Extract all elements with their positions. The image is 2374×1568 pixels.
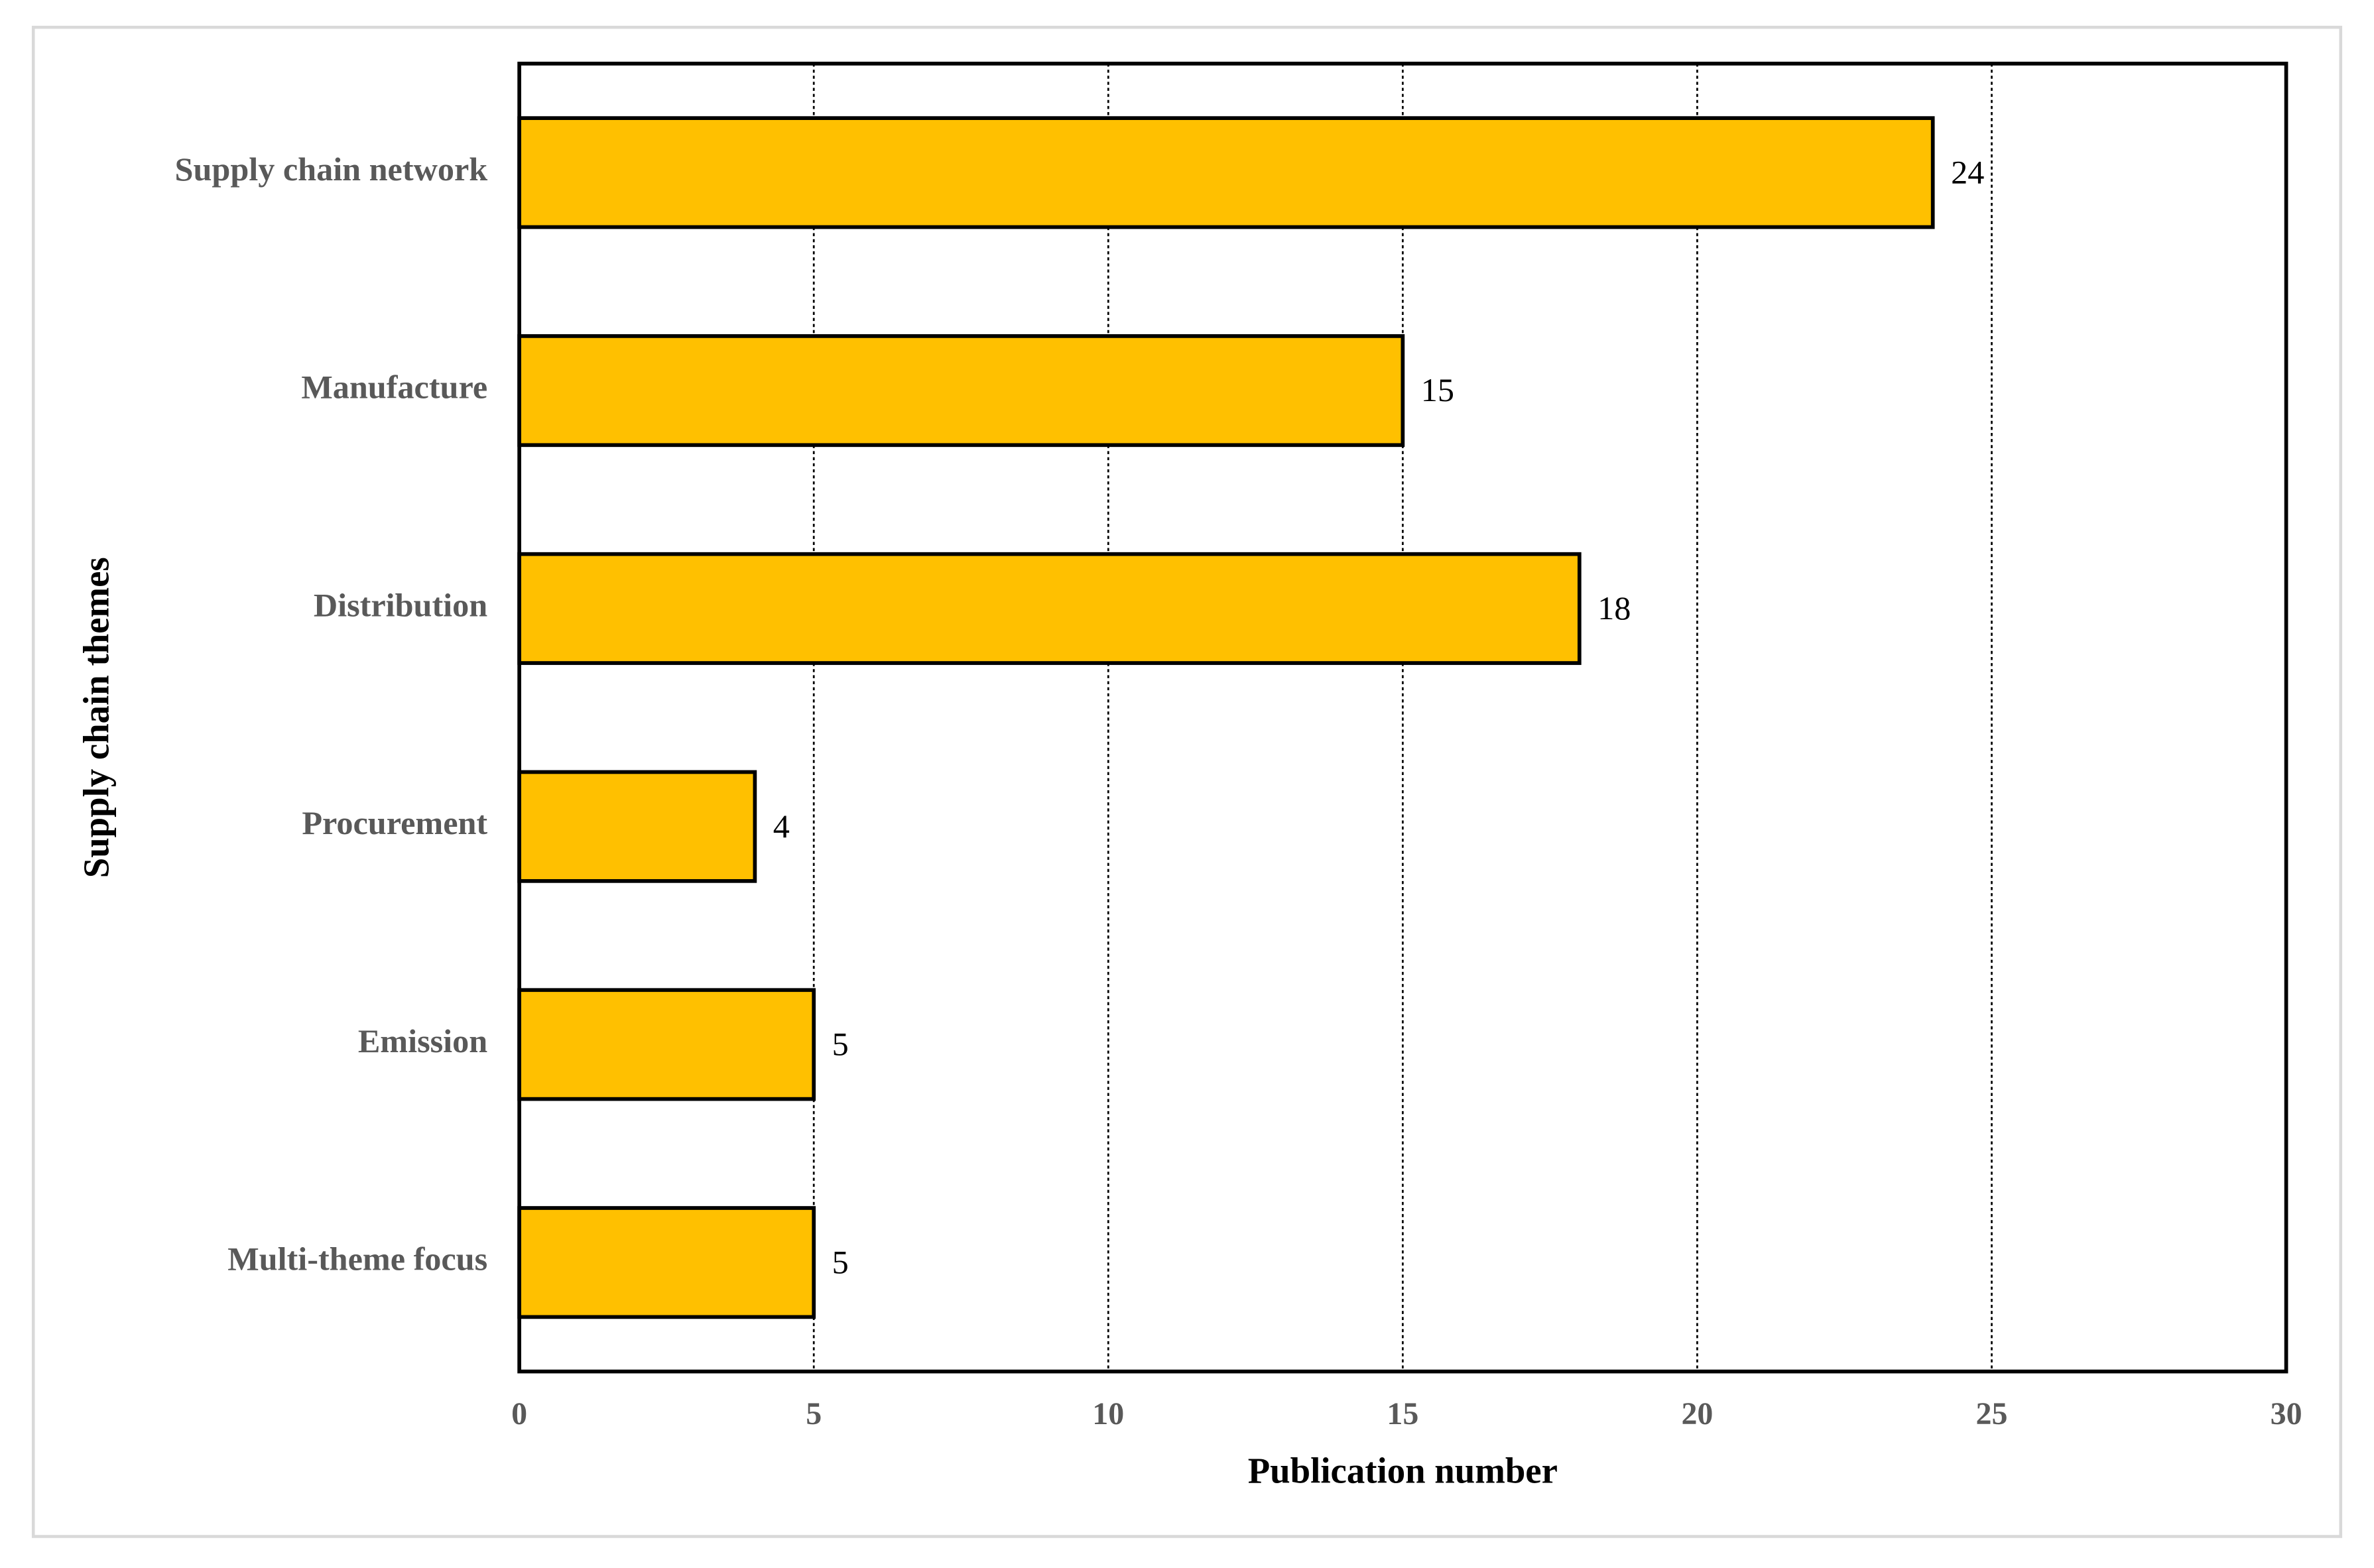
bar [517, 1206, 816, 1319]
data-label: 5 [832, 1243, 849, 1280]
x-tick-label: 20 [1681, 1396, 1713, 1431]
bar [517, 334, 1405, 448]
y-tick-label: Procurement [302, 804, 487, 841]
x-tick-label: 15 [1387, 1396, 1418, 1431]
plot-border [517, 62, 2288, 1374]
x-tick-label: 10 [1092, 1396, 1124, 1431]
y-tick-label: Emission [358, 1022, 487, 1059]
x-axis-title: Publication number [1248, 1450, 1558, 1490]
y-axis-title: Supply chain themes [76, 557, 116, 878]
bars [517, 116, 1935, 1319]
bar [517, 116, 1935, 229]
chart-border [31, 25, 2343, 1538]
y-tick-label: Distribution [314, 586, 487, 623]
data-label: 4 [773, 808, 790, 845]
data-label: 15 [1421, 371, 1454, 408]
x-tick-label: 30 [2271, 1396, 2302, 1431]
data-label: 18 [1597, 589, 1631, 627]
bar [517, 770, 757, 883]
data-label: 24 [1951, 153, 1984, 190]
y-tick-label: Multi-theme focus [227, 1240, 487, 1278]
y-tick-label: Supply chain network [175, 151, 488, 188]
x-tick-label: 5 [806, 1396, 822, 1431]
x-tick-label: 25 [1976, 1396, 2008, 1431]
y-tick-label: Manufacture [301, 369, 487, 406]
data-label: 5 [832, 1026, 849, 1063]
x-tick-label: 0 [511, 1396, 527, 1431]
bar [517, 552, 1582, 665]
bar [517, 988, 816, 1101]
